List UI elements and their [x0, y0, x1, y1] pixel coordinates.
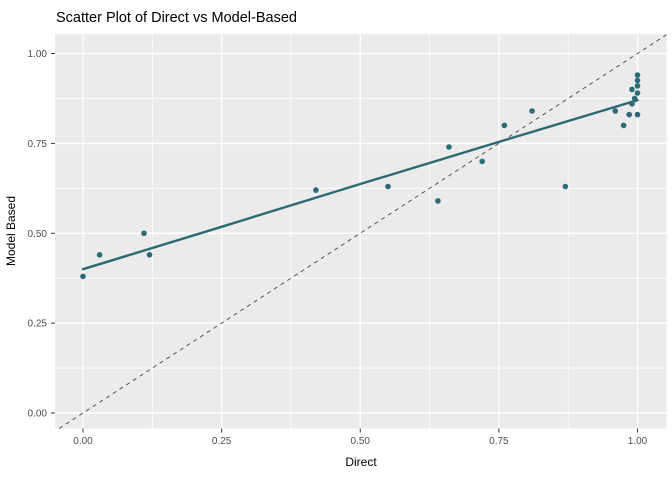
smooth-line — [81, 99, 639, 271]
data-point — [385, 183, 391, 190]
data-point — [626, 111, 632, 118]
x-axis-title: Direct — [345, 455, 377, 469]
data-point — [612, 108, 619, 114]
data-point — [96, 252, 103, 258]
data-point — [435, 198, 441, 204]
data-point — [629, 101, 635, 107]
y-tick-label: 1.00 — [28, 49, 48, 60]
axis-tick-marks — [51, 53, 638, 433]
chart-title: Scatter Plot of Direct vs Model-Based — [56, 10, 297, 26]
x-axis-tick-labels: 0.00 0.25 0.50 0.75 1.00 — [73, 436, 647, 447]
data-point — [529, 108, 535, 114]
data-point — [313, 187, 319, 193]
y-tick-label: 0.25 — [28, 319, 48, 330]
identity-line — [58, 34, 667, 429]
data-point — [146, 252, 153, 258]
major-gridlines — [55, 34, 667, 429]
data-point — [141, 230, 147, 237]
data-point — [479, 158, 486, 165]
data-point — [501, 122, 508, 129]
y-tick-label: 0.75 — [28, 139, 48, 150]
data-point — [446, 144, 452, 150]
data-point — [634, 90, 641, 96]
x-tick-label: 1.00 — [628, 436, 648, 447]
x-tick-label: 0.00 — [73, 436, 93, 447]
data-point — [629, 86, 635, 93]
data-point — [634, 77, 641, 84]
data-point — [80, 273, 86, 280]
data-point — [562, 183, 569, 190]
y-axis-title: Model Based — [4, 196, 18, 266]
x-tick-label: 0.50 — [351, 436, 371, 447]
data-point — [620, 122, 627, 129]
data-point — [634, 111, 641, 118]
x-tick-label: 0.75 — [489, 436, 509, 447]
scatter-points — [80, 72, 641, 280]
data-point — [634, 72, 641, 78]
data-point — [631, 95, 638, 102]
y-tick-label: 0.50 — [28, 229, 48, 240]
y-axis-tick-labels: 0.00 0.25 0.50 0.75 1.00 — [28, 49, 48, 420]
y-tick-label: 0.00 — [28, 409, 48, 420]
x-tick-label: 0.25 — [212, 436, 232, 447]
data-point — [634, 83, 641, 89]
